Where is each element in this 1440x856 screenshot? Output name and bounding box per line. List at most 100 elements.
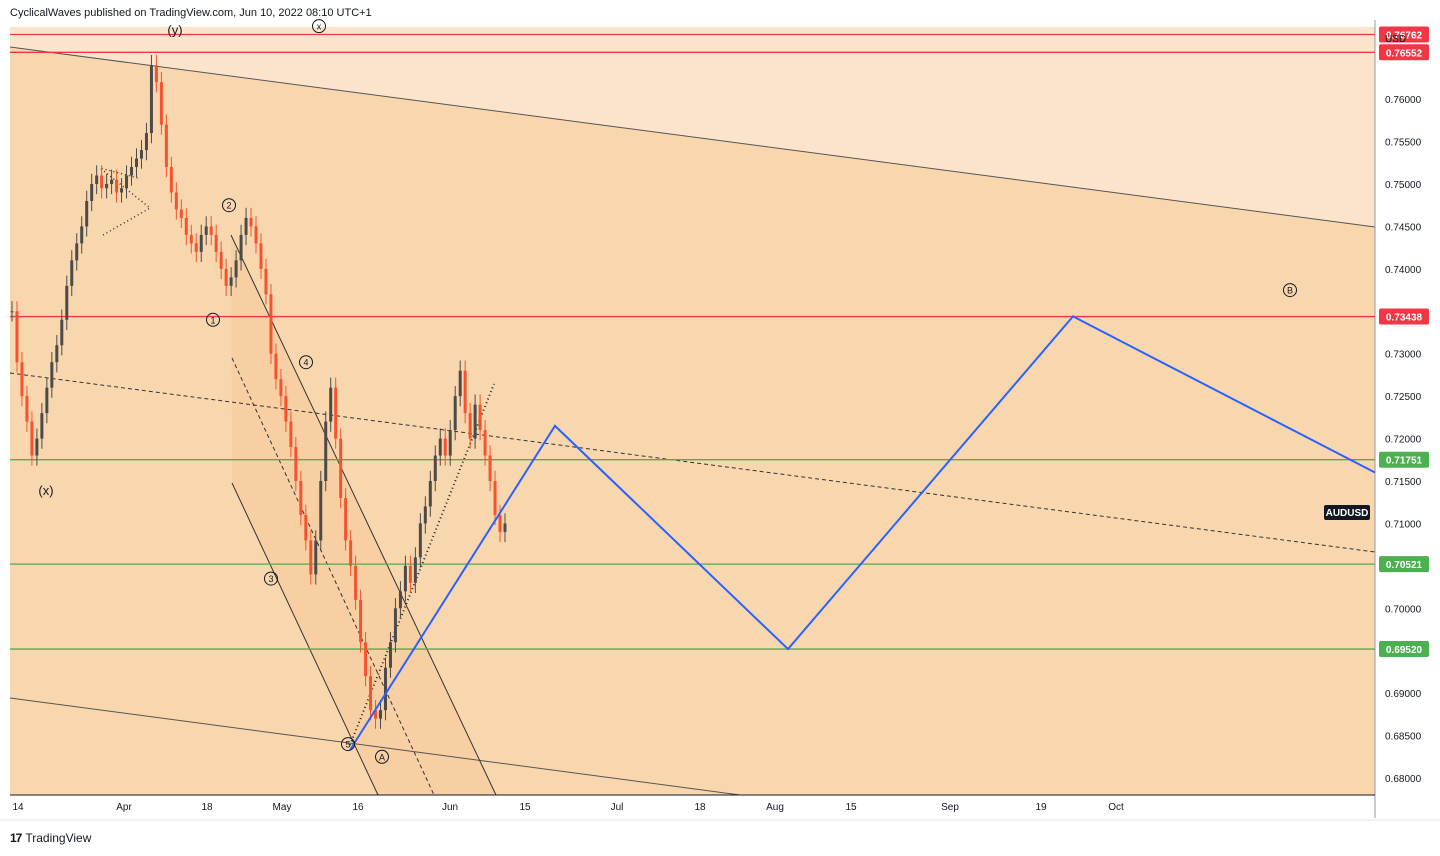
candle-body-1 xyxy=(15,311,19,363)
candle-body-36 xyxy=(189,234,193,244)
publish-header: CyclicalWaves published on TradingView.c… xyxy=(10,7,372,19)
level-tag-5 xyxy=(1379,641,1429,658)
candle-body-47 xyxy=(244,217,248,235)
wave-circle-8 xyxy=(375,749,389,764)
candle-body-4 xyxy=(30,421,34,456)
candle-body-14 xyxy=(80,226,84,244)
y-tick-3: 0.74500 xyxy=(1385,222,1422,233)
candle-body-23 xyxy=(125,175,129,189)
y-tick-0: 0.76000 xyxy=(1385,95,1422,106)
candle-body-71 xyxy=(364,642,368,677)
x-tick-12: 19 xyxy=(1035,802,1047,813)
candle-body-81 xyxy=(413,557,417,583)
candle-body-15 xyxy=(85,200,89,227)
candle-body-22 xyxy=(120,188,124,193)
candle-body-12 xyxy=(70,260,74,286)
candle-body-50 xyxy=(259,243,263,269)
candle-body-7 xyxy=(45,387,49,414)
wave-label-4: 1 xyxy=(210,315,215,325)
y-tick-1: 0.75500 xyxy=(1385,138,1422,149)
wave-label-7: 5 xyxy=(345,740,350,750)
candle-body-2 xyxy=(20,362,24,397)
candle-body-38 xyxy=(199,234,203,252)
candle-body-35 xyxy=(184,217,188,235)
candle-body-49 xyxy=(254,226,258,244)
candle-body-54 xyxy=(279,379,283,397)
candle-body-21 xyxy=(115,179,119,193)
candle-body-51 xyxy=(264,268,268,295)
candle-body-65 xyxy=(334,387,338,439)
candle-body-88 xyxy=(448,430,452,456)
candle-body-18 xyxy=(100,175,104,189)
candle-body-10 xyxy=(60,319,64,346)
y-tick-9: 0.71000 xyxy=(1385,519,1422,530)
level-tag-4 xyxy=(1379,556,1429,573)
wave-dashed-line xyxy=(231,357,435,796)
candle-body-16 xyxy=(90,183,94,201)
candle-body-58 xyxy=(299,481,303,515)
candle-body-34 xyxy=(179,209,183,218)
y-tick-4: 0.74000 xyxy=(1385,265,1422,276)
candle-body-67 xyxy=(344,497,348,541)
candle-body-70 xyxy=(359,599,363,643)
candle-body-30 xyxy=(159,82,163,125)
candle-body-66 xyxy=(339,438,343,498)
candle-body-76 xyxy=(388,642,392,668)
x-tick-8: 18 xyxy=(694,802,706,813)
candle-body-89 xyxy=(453,396,457,431)
x-tick-10: 15 xyxy=(845,802,857,813)
candle-body-29 xyxy=(154,65,158,83)
candle-body-98 xyxy=(498,514,502,532)
candle-body-53 xyxy=(274,353,278,380)
candle-body-6 xyxy=(40,413,44,439)
candle-body-82 xyxy=(418,523,422,558)
level-tag-0 xyxy=(1379,26,1429,43)
wave-label-1: x xyxy=(317,22,322,32)
x-tick-11: Sep xyxy=(941,802,959,813)
wave-circle-6 xyxy=(264,571,278,586)
candle-body-77 xyxy=(393,608,397,643)
symbol-badge-label: AUDUSD xyxy=(1326,508,1369,519)
candle-body-9 xyxy=(55,345,59,363)
candle-body-94 xyxy=(478,404,482,431)
candle-body-31 xyxy=(164,124,168,168)
y-tick-5: 0.73000 xyxy=(1385,350,1422,361)
candle-body-46 xyxy=(239,234,243,261)
wave-circle-3 xyxy=(222,198,236,213)
candle-body-28 xyxy=(149,65,153,134)
x-tick-2: 18 xyxy=(201,802,213,813)
candle-body-78 xyxy=(398,591,402,609)
candle-body-26 xyxy=(139,150,143,159)
x-tick-7: Jul xyxy=(611,802,624,813)
level-tag-label-4: 0.70521 xyxy=(1386,560,1423,571)
candle-body-20 xyxy=(110,179,114,184)
level-tag-3 xyxy=(1379,451,1429,468)
wave-label-9: B xyxy=(1287,286,1293,296)
candle-body-39 xyxy=(204,226,208,235)
y-tick-2: 0.75000 xyxy=(1385,180,1422,191)
candle-body-37 xyxy=(194,243,198,252)
candle-body-52 xyxy=(269,294,273,354)
upper-trendline xyxy=(9,46,1376,228)
brand-label[interactable]: TradingView xyxy=(25,831,92,845)
candle-body-41 xyxy=(214,234,218,252)
candle-body-8 xyxy=(50,362,54,388)
candle-body-32 xyxy=(169,167,173,193)
y-tick-6: 0.72500 xyxy=(1385,392,1422,403)
candle-body-33 xyxy=(174,192,178,210)
candle-body-13 xyxy=(75,243,79,261)
candle-body-63 xyxy=(324,421,328,482)
tradingview-logo-icon[interactable]: 17 xyxy=(10,831,22,845)
candle-body-64 xyxy=(329,387,333,422)
candle-body-0 xyxy=(10,311,14,313)
lower-trendline xyxy=(9,697,741,796)
candle-body-92 xyxy=(468,413,472,439)
y-tick-13: 0.68000 xyxy=(1385,774,1422,785)
candle-body-69 xyxy=(354,565,358,600)
candle-body-72 xyxy=(369,676,373,711)
x-tick-9: Aug xyxy=(766,802,784,813)
wave-label-5: 4 xyxy=(303,358,308,368)
candle-body-97 xyxy=(493,481,497,515)
level-tag-2 xyxy=(1379,308,1429,325)
